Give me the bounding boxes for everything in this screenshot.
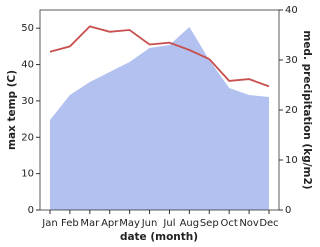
temperature-line <box>49 25 270 88</box>
y2-tick-label: 30 <box>285 55 298 66</box>
precipitation-area <box>50 27 269 210</box>
y-tick-label: 40 <box>21 60 34 71</box>
y-tick-label: 30 <box>21 96 34 107</box>
x-tick-label: Dec <box>259 218 278 229</box>
y2-tick-label: 0 <box>285 205 291 216</box>
x-tick-label: Jun <box>141 218 158 229</box>
x-tick-label: May <box>119 218 140 229</box>
y-tick-label: 0 <box>28 205 34 216</box>
x-tick-label: Mar <box>80 218 100 229</box>
x-tick-label: Oct <box>221 218 238 229</box>
y-tick-label: 20 <box>21 132 34 143</box>
x-tick-label: Jan <box>41 218 57 229</box>
y2-tick-label: 20 <box>285 105 298 116</box>
y2-tick-label: 10 <box>285 155 298 166</box>
x-axis-label: date (month) <box>120 231 198 243</box>
x-tick-label: Nov <box>239 218 259 229</box>
x-tick-label: Jul <box>162 218 175 229</box>
x-tick-label: Aug <box>180 218 200 229</box>
y2-axis-label: med. precipitation (kg/m2) <box>301 30 313 189</box>
y-axis-label: max temp (C) <box>6 70 18 150</box>
x-tick-label: Feb <box>61 218 79 229</box>
y-tick-label: 50 <box>21 23 34 34</box>
x-tick-label: Sep <box>200 218 219 229</box>
x-tick-label: Apr <box>101 218 119 229</box>
y-tick-label: 10 <box>21 169 34 180</box>
y2-tick-label: 40 <box>285 5 298 16</box>
